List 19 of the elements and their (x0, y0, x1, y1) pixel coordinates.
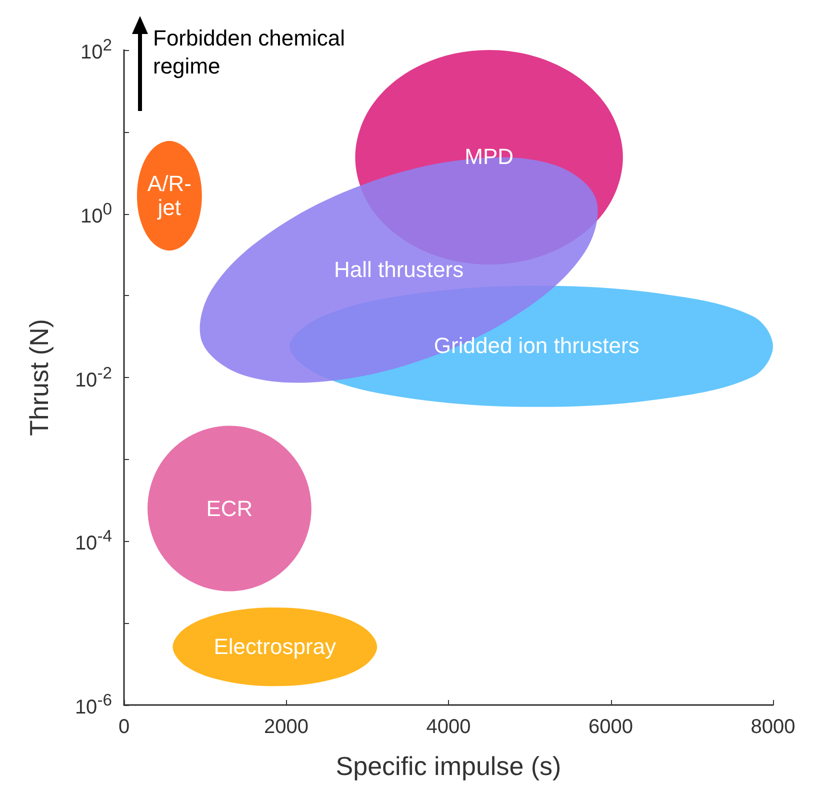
y-tick-label: 10$^{0}$ (80, 199, 112, 228)
y-tick-label: 10$^{-4}$ (74, 526, 112, 555)
x-axis-title: Specific impulse (s) (336, 751, 562, 781)
series-label: A/R-jet (146, 170, 192, 220)
x-tick-label: 2000 (264, 716, 308, 738)
series-label: ECR (206, 495, 253, 521)
series-label: Electrospray (214, 634, 336, 659)
x-tick-label: 4000 (426, 716, 471, 738)
x-tick-label: 6000 (588, 716, 633, 738)
x-tick-label: 0 (118, 716, 130, 738)
series-label: Hall thrusters (334, 256, 464, 282)
annotation: Forbidden chemical regime (153, 26, 352, 78)
y-tick-label: 10$^{-6}$ (74, 690, 112, 718)
x-tick-label: 8000 (750, 716, 796, 738)
series-label: MPD (464, 144, 514, 170)
y-tick-label: 10$^{2}$ (80, 36, 112, 64)
y-axis-title: Thrust (N) (24, 319, 54, 436)
series-label: Gridded ion thrusters (434, 333, 640, 358)
y-tick-label: 10$^{-2}$ (74, 363, 112, 391)
